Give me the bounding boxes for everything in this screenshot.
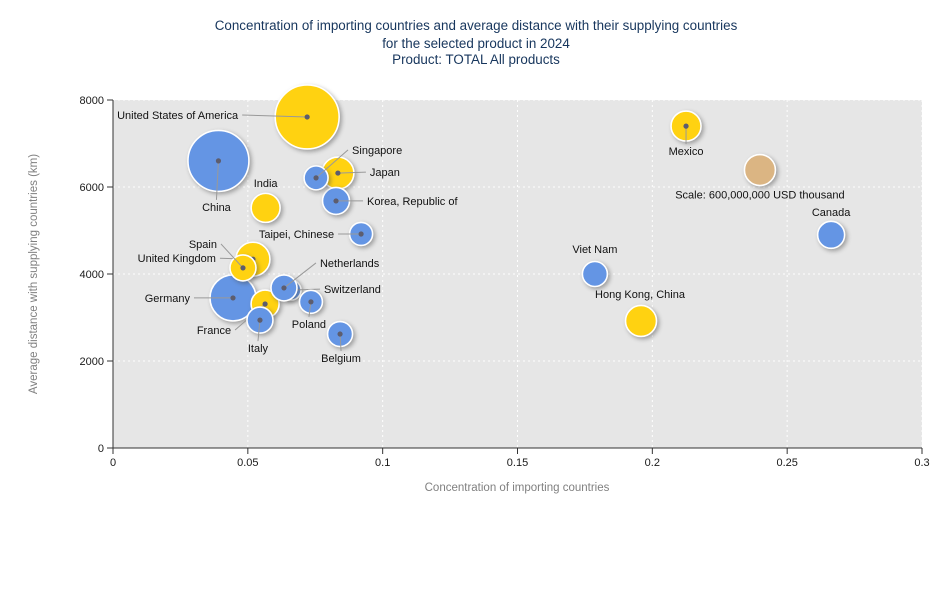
bubble-chart: Concentration of importing countries and…: [28, 18, 930, 494]
point-mexico: Mexico: [668, 110, 704, 159]
bubble-hong-kong-china[interactable]: [624, 304, 658, 338]
axes: 0 2000 4000 6000 8000 0 0.05 0.1 0.15 0.2 0.25 0.3: [80, 95, 930, 469]
x-tick-label: 0.25: [776, 457, 797, 469]
y-tick-label: 8000: [80, 95, 104, 107]
point-label-india: India: [254, 178, 279, 190]
connector-dot-icon: [262, 301, 268, 307]
bubble-canada[interactable]: [816, 220, 846, 250]
point-label-spain: Spain: [189, 239, 217, 251]
connector-dot-icon: [313, 175, 319, 181]
point-label-germany: Germany: [145, 293, 191, 305]
point-italy: Italy: [246, 306, 274, 356]
point-germany: Germany: [144, 274, 257, 322]
point-label-taipei-chinese: Taipei, Chinese: [259, 229, 334, 241]
label-connector: [257, 320, 261, 342]
point-singapore: Singapore: [303, 144, 403, 191]
connector-dot-icon: [215, 158, 222, 164]
label-connector: [315, 149, 349, 179]
connector-dot-icon: [335, 170, 341, 176]
label-connector: [242, 114, 308, 118]
chart-title-line1: Concentration of importing countries and…: [215, 18, 738, 33]
point-label-switzerland: Switzerland: [324, 284, 381, 296]
point-label-hong-kong-china: Hong Kong, China: [595, 289, 686, 301]
point-viet-nam: Viet Nam: [571, 243, 618, 288]
bubble-india[interactable]: [250, 192, 281, 224]
x-tick-label: 0.1: [375, 457, 390, 469]
y-tick-label: 4000: [80, 269, 104, 281]
legend: Negative trade balance Positive trade ba…: [0, 514, 950, 584]
connector-dot-icon: [230, 295, 236, 301]
point-belgium: Belgium: [320, 320, 362, 366]
scale-annotation: Scale: 600,000,000 USD thousand: [675, 190, 844, 202]
point-label-canada: Canada: [812, 207, 851, 219]
x-tick-label: 0.3: [914, 457, 929, 469]
connector-dot-icon: [240, 265, 246, 271]
point-label-mexico: Mexico: [669, 146, 704, 158]
point-label-united-kingdom: United Kingdom: [138, 253, 216, 265]
y-tick-label: 0: [98, 443, 104, 455]
point-united-kingdom: United Kingdom: [137, 241, 271, 278]
connector-dot-icon: [281, 285, 287, 291]
x-axis-title: Concentration of importing countries: [425, 482, 610, 494]
point-label-korea-republic-of: Korea, Republic of: [367, 196, 458, 208]
x-tick-label: 0.2: [645, 457, 660, 469]
connector-dot-icon: [683, 123, 689, 129]
point-india: India: [250, 177, 281, 224]
connector-dot-icon: [333, 198, 339, 204]
label-connector: [337, 171, 366, 174]
bubbles-layer: United States of America China Germany Unit…: [116, 84, 852, 366]
point-korea-republic-of: Korea, Republic of: [321, 186, 459, 216]
point-label-japan: Japan: [370, 167, 400, 179]
connector-dot-icon: [308, 299, 314, 305]
y-tick-label: 2000: [80, 356, 104, 368]
point-label-france: France: [197, 325, 231, 337]
label-connector: [215, 160, 219, 200]
point-spain: Spain: [188, 238, 257, 282]
gridlines: [113, 99, 923, 448]
bubble-reference-bubble[interactable]: [743, 153, 777, 187]
x-tick-label: 0: [110, 457, 116, 469]
y-tick-label: 6000: [80, 182, 104, 194]
chart-title-line3: Product: TOTAL All products: [392, 52, 560, 67]
point-label-netherlands: Netherlands: [320, 258, 380, 270]
x-tick-label: 0.15: [507, 457, 528, 469]
connector-dot-icon: [337, 331, 343, 337]
point-label-poland: Poland: [292, 319, 326, 331]
connector-dot-icon: [358, 231, 364, 237]
point-label-italy: Italy: [248, 343, 269, 355]
point-china: China: [187, 129, 250, 215]
label-connector: [283, 262, 317, 289]
point-label-singapore: Singapore: [352, 145, 402, 157]
point-united-states-of-america: United States of America: [116, 84, 340, 150]
connector-dot-icon: [257, 317, 263, 323]
point-reference-bubble: [743, 153, 777, 187]
bubble-viet-nam[interactable]: [581, 260, 609, 288]
point-taipei-chinese: Taipei, Chinese: [258, 221, 374, 247]
point-hong-kong-china: Hong Kong, China: [594, 288, 687, 338]
y-axis-title: Average distance with supplying countrie…: [28, 154, 40, 394]
label-connector: [339, 334, 342, 352]
point-canada: Canada: [811, 206, 852, 250]
point-label-united-states-of-america: United States of America: [117, 110, 239, 122]
annotations: Scale: 600,000,000 USD thousand: [675, 190, 844, 202]
label-connector: [220, 243, 244, 269]
point-label-china: China: [202, 202, 232, 214]
connector-dot-icon: [304, 114, 310, 120]
point-label-belgium: Belgium: [321, 353, 361, 365]
x-tick-label: 0.05: [237, 457, 258, 469]
point-label-viet-nam: Viet Nam: [572, 244, 617, 256]
chart-title-line2: for the selected product in 2024: [382, 36, 570, 51]
point-poland: Poland: [291, 289, 327, 332]
point-japan: Japan: [321, 156, 401, 190]
point-netherlands: Netherlands: [270, 257, 381, 302]
